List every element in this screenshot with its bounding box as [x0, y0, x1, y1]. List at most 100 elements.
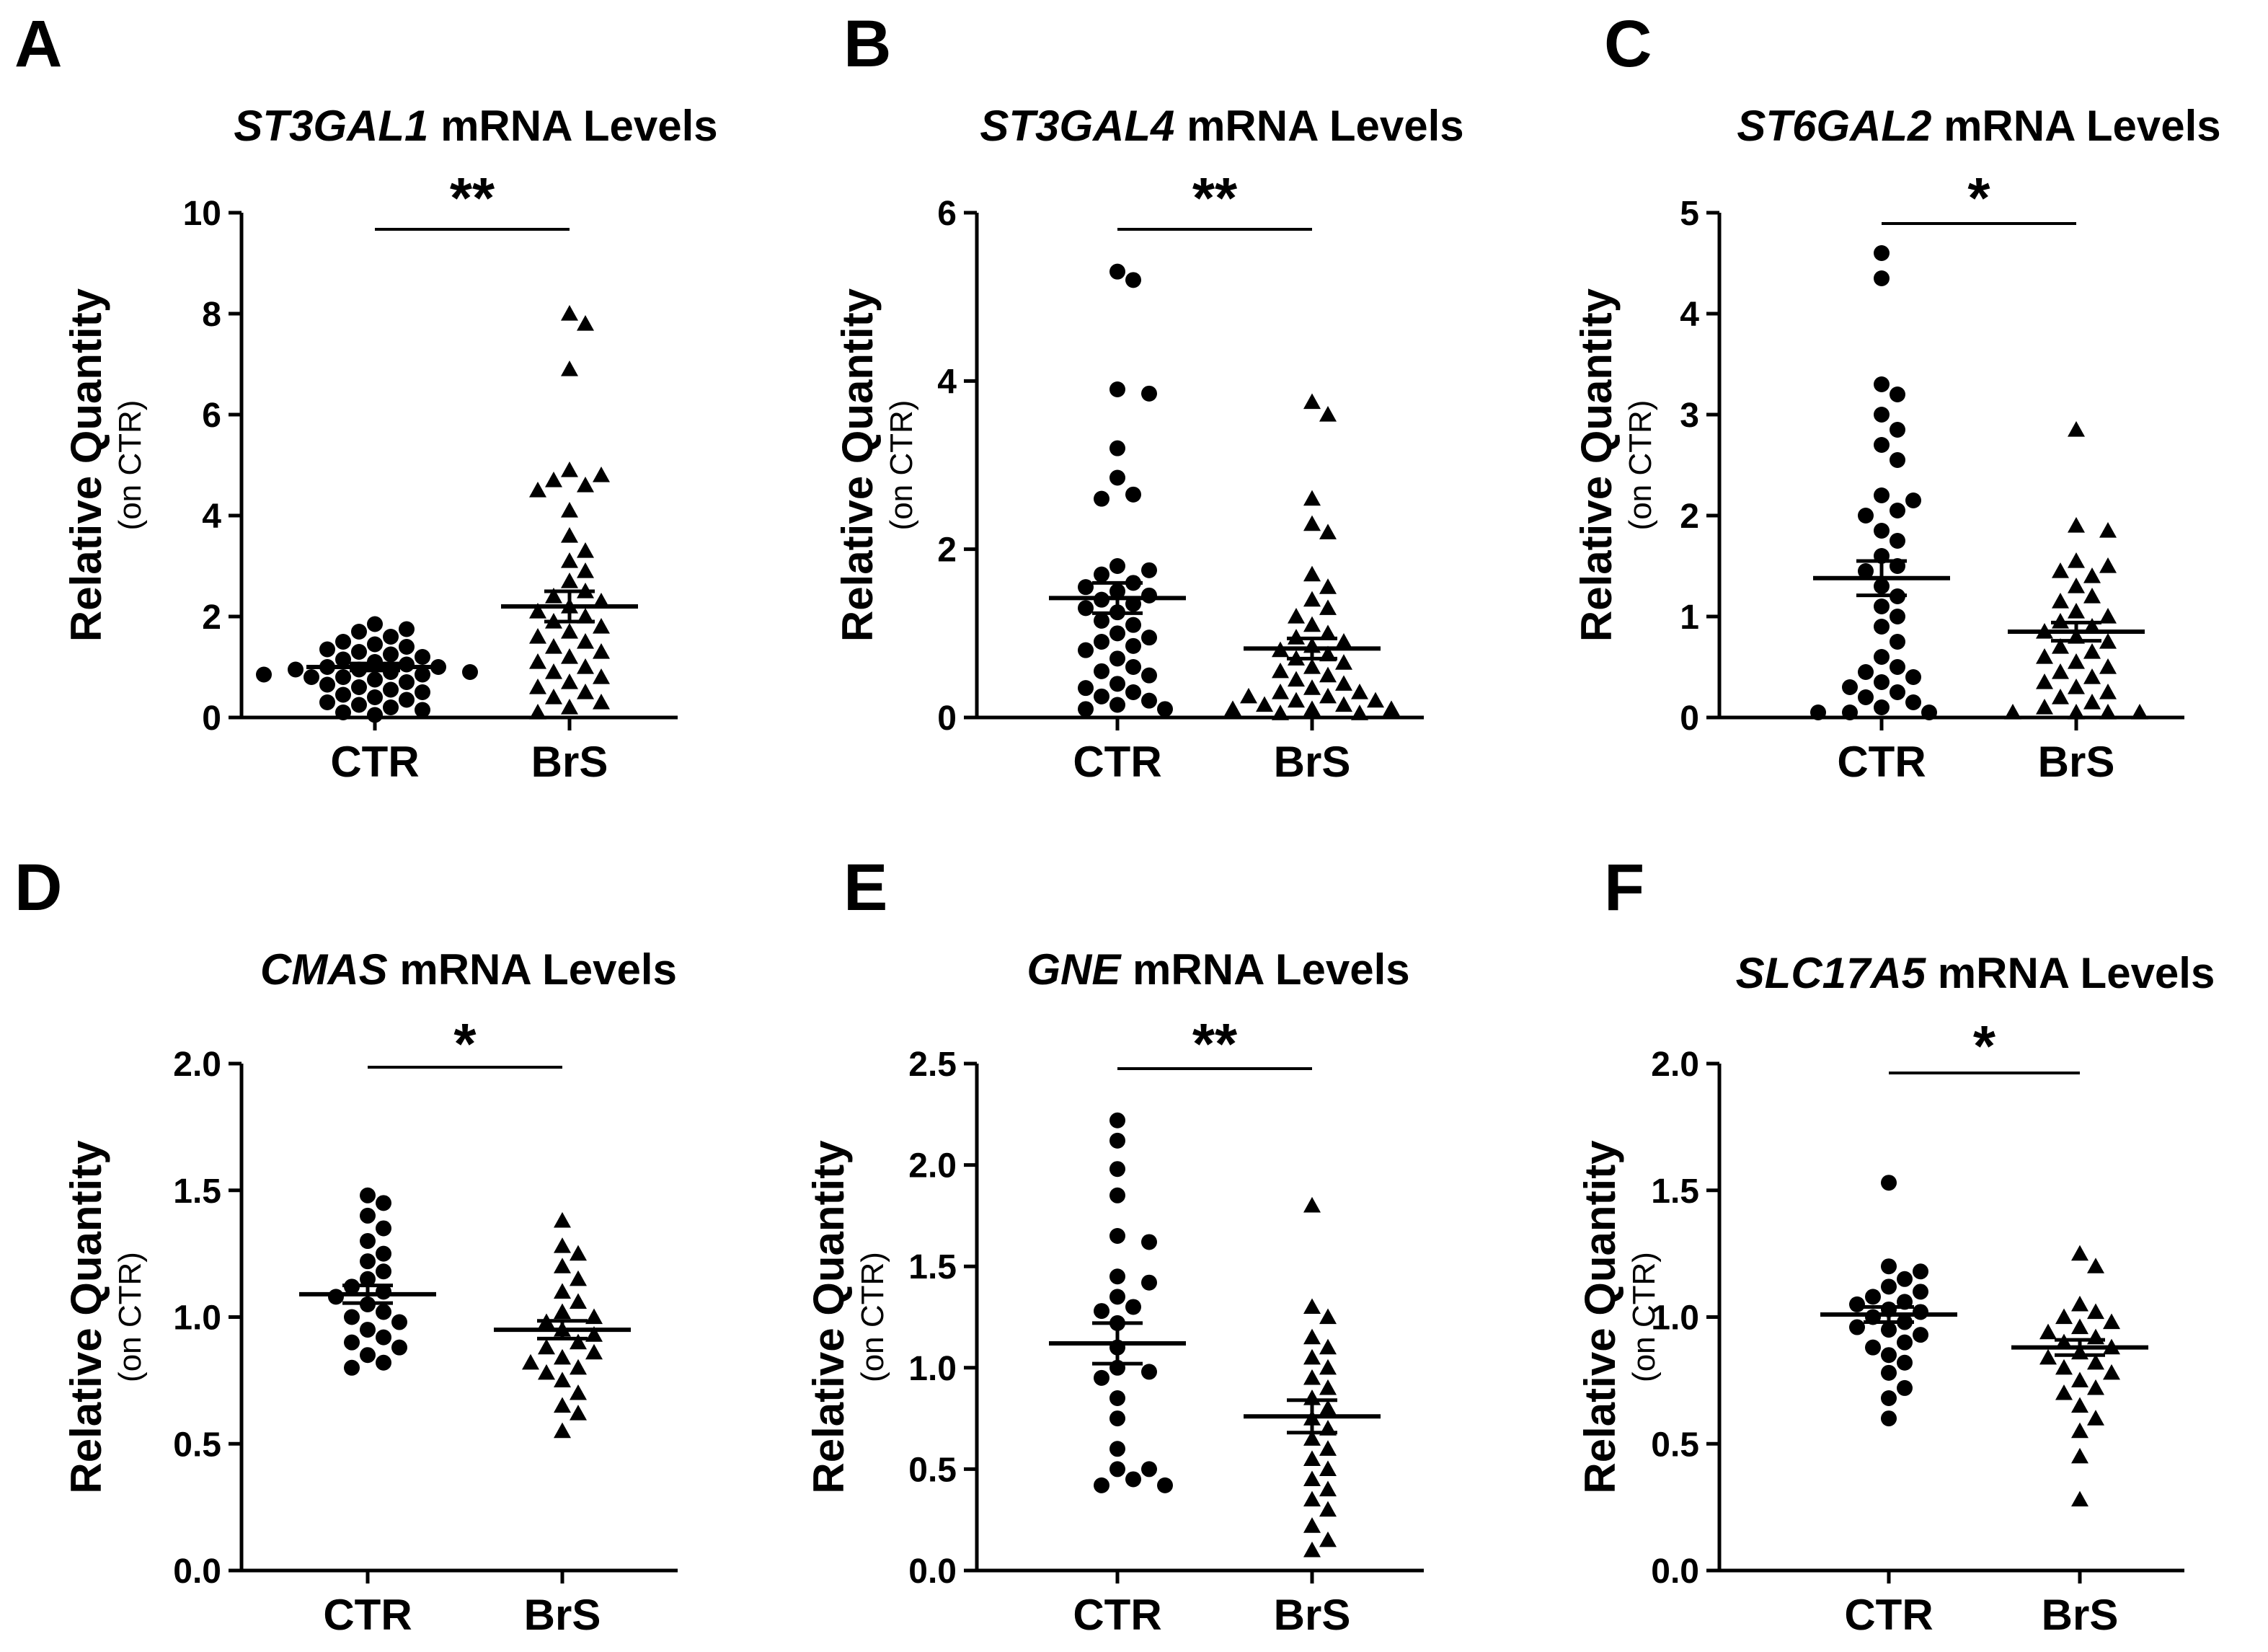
y-tick-label: 1.0 [1651, 1299, 1699, 1338]
ctr-data-point [1094, 634, 1109, 650]
brs-data-point [554, 1283, 571, 1299]
y-tick-label: 0.0 [908, 1552, 957, 1591]
brs-data-point [570, 1384, 587, 1400]
brs-data-point [570, 1245, 587, 1261]
brs-data-point [593, 643, 610, 659]
ctr-data-point [399, 656, 415, 673]
x-tick-label: CTR [1073, 1591, 1161, 1639]
ctr-data-point [1858, 508, 1874, 524]
brs-data-point [2068, 578, 2085, 593]
ctr-data-point [319, 676, 335, 693]
brs-data-point [1303, 658, 1321, 674]
y-axis-sublabel: (on CTR) [1626, 1252, 1662, 1382]
x-tick-label: CTR [1073, 738, 1161, 786]
brs-data-point [1319, 1480, 1337, 1497]
ctr-data-point [1078, 701, 1094, 717]
brs-data-point [2052, 663, 2069, 679]
y-axis-label: Relative Quantity [62, 1140, 110, 1494]
x-tick-label: CTR [330, 738, 419, 786]
panel-letter: B [843, 7, 891, 81]
brs-data-point [1303, 1450, 1321, 1466]
ctr-data-point [1865, 1339, 1881, 1356]
ctr-data-point [1125, 272, 1141, 288]
y-tick-label: 2.0 [1651, 1046, 1699, 1084]
brs-data-point [1303, 1517, 1321, 1533]
brs-data-point [1335, 633, 1352, 649]
x-tick-label: CTR [1844, 1591, 1933, 1639]
y-axis-label: Relative Quantity [805, 1140, 853, 1494]
ctr-data-point [1849, 1296, 1865, 1312]
brs-data-point [1319, 1440, 1337, 1456]
ctr-data-point [1874, 649, 1890, 665]
ctr-data-point [1109, 1187, 1125, 1203]
y-axis-label: Relative Quantity [833, 288, 882, 642]
ctr-data-point [1109, 1228, 1125, 1245]
significance-label: ** [1192, 1012, 1238, 1076]
brs-data-point [529, 653, 546, 669]
brs-data-point [577, 608, 594, 624]
significance-label: ** [1192, 166, 1238, 230]
ctr-data-point [367, 707, 383, 723]
brs-data-point [1319, 406, 1337, 422]
y-tick-label: 1.0 [908, 1350, 957, 1388]
brs-data-point [561, 552, 578, 568]
ctr-data-point [319, 641, 335, 658]
ctr-data-point [1874, 523, 1890, 539]
brs-data-point [2087, 1258, 2104, 1273]
brs-data-point [554, 1258, 571, 1273]
panel-e: E GNE mRNA Levels Relative Quantity (on CTR… [805, 851, 1424, 1639]
brs-data-point [561, 527, 578, 543]
ctr-data-point [1109, 1441, 1125, 1457]
y-axis-sublabel: (on CTR) [1623, 400, 1658, 531]
brs-data-point [2071, 1371, 2088, 1387]
brs-data-point [529, 704, 546, 720]
ctr-data-point [376, 1263, 391, 1280]
ctr-data-point [1094, 1369, 1109, 1386]
brs-data-point [561, 502, 578, 518]
panel-d: D CMAS mRNA Levels Relative Quantity (on CT… [14, 851, 678, 1639]
y-axis-label: Relative Quantity [62, 288, 110, 642]
brs-data-point [554, 1397, 571, 1413]
ctr-data-point [1078, 642, 1094, 658]
ctr-data-point [1881, 1175, 1897, 1191]
brs-data-point [1303, 679, 1321, 695]
brs-data-point [585, 1343, 603, 1360]
panel-c: C ST6GAL2 mRNA Levels Relative Quantity (on… [1572, 7, 2221, 786]
brs-data-point [570, 1359, 587, 1375]
y-tick-label: 10 [183, 195, 221, 233]
y-axis-sublabel: (on CTR) [112, 1252, 148, 1382]
brs-data-point [554, 1211, 571, 1228]
brs-data-point [545, 663, 562, 679]
significance-label: ** [450, 166, 495, 230]
ctr-data-point [376, 1195, 391, 1211]
ctr-data-point [1094, 688, 1109, 704]
brs-data-point [2083, 567, 2101, 583]
gene-name: ST6GAL2 [1737, 102, 1931, 150]
brs-data-point [2087, 1353, 2104, 1370]
y-tick-label: 6 [937, 195, 957, 233]
panel-letter: F [1604, 851, 1644, 924]
brs-data-point [1272, 704, 1289, 720]
brs-data-point [2083, 588, 2101, 604]
brs-data-point [1319, 524, 1337, 539]
brs-data-point [2099, 684, 2117, 699]
ctr-data-point [1858, 664, 1874, 680]
brs-data-point [2036, 673, 2053, 689]
brs-data-point [577, 562, 594, 578]
brs-data-point [577, 658, 594, 674]
ctr-data-point [1874, 437, 1890, 453]
ctr-data-point [1109, 1112, 1125, 1128]
chart-title: CMAS mRNA Levels [260, 945, 677, 994]
y-axis-label: Relative Quantity [1572, 288, 1621, 642]
brs-data-point [577, 477, 594, 492]
ctr-data-point [1141, 1234, 1157, 1250]
ctr-data-point [1109, 1161, 1125, 1178]
brs-data-point [2039, 1348, 2057, 1365]
brs-data-point [545, 638, 562, 654]
y-tick-label: 1.5 [908, 1248, 957, 1286]
ctr-data-point [304, 669, 319, 685]
ctr-data-point [1874, 674, 1890, 690]
brs-data-point [561, 361, 578, 376]
brs-data-point [1303, 616, 1321, 632]
brs-data-point [538, 1364, 555, 1380]
